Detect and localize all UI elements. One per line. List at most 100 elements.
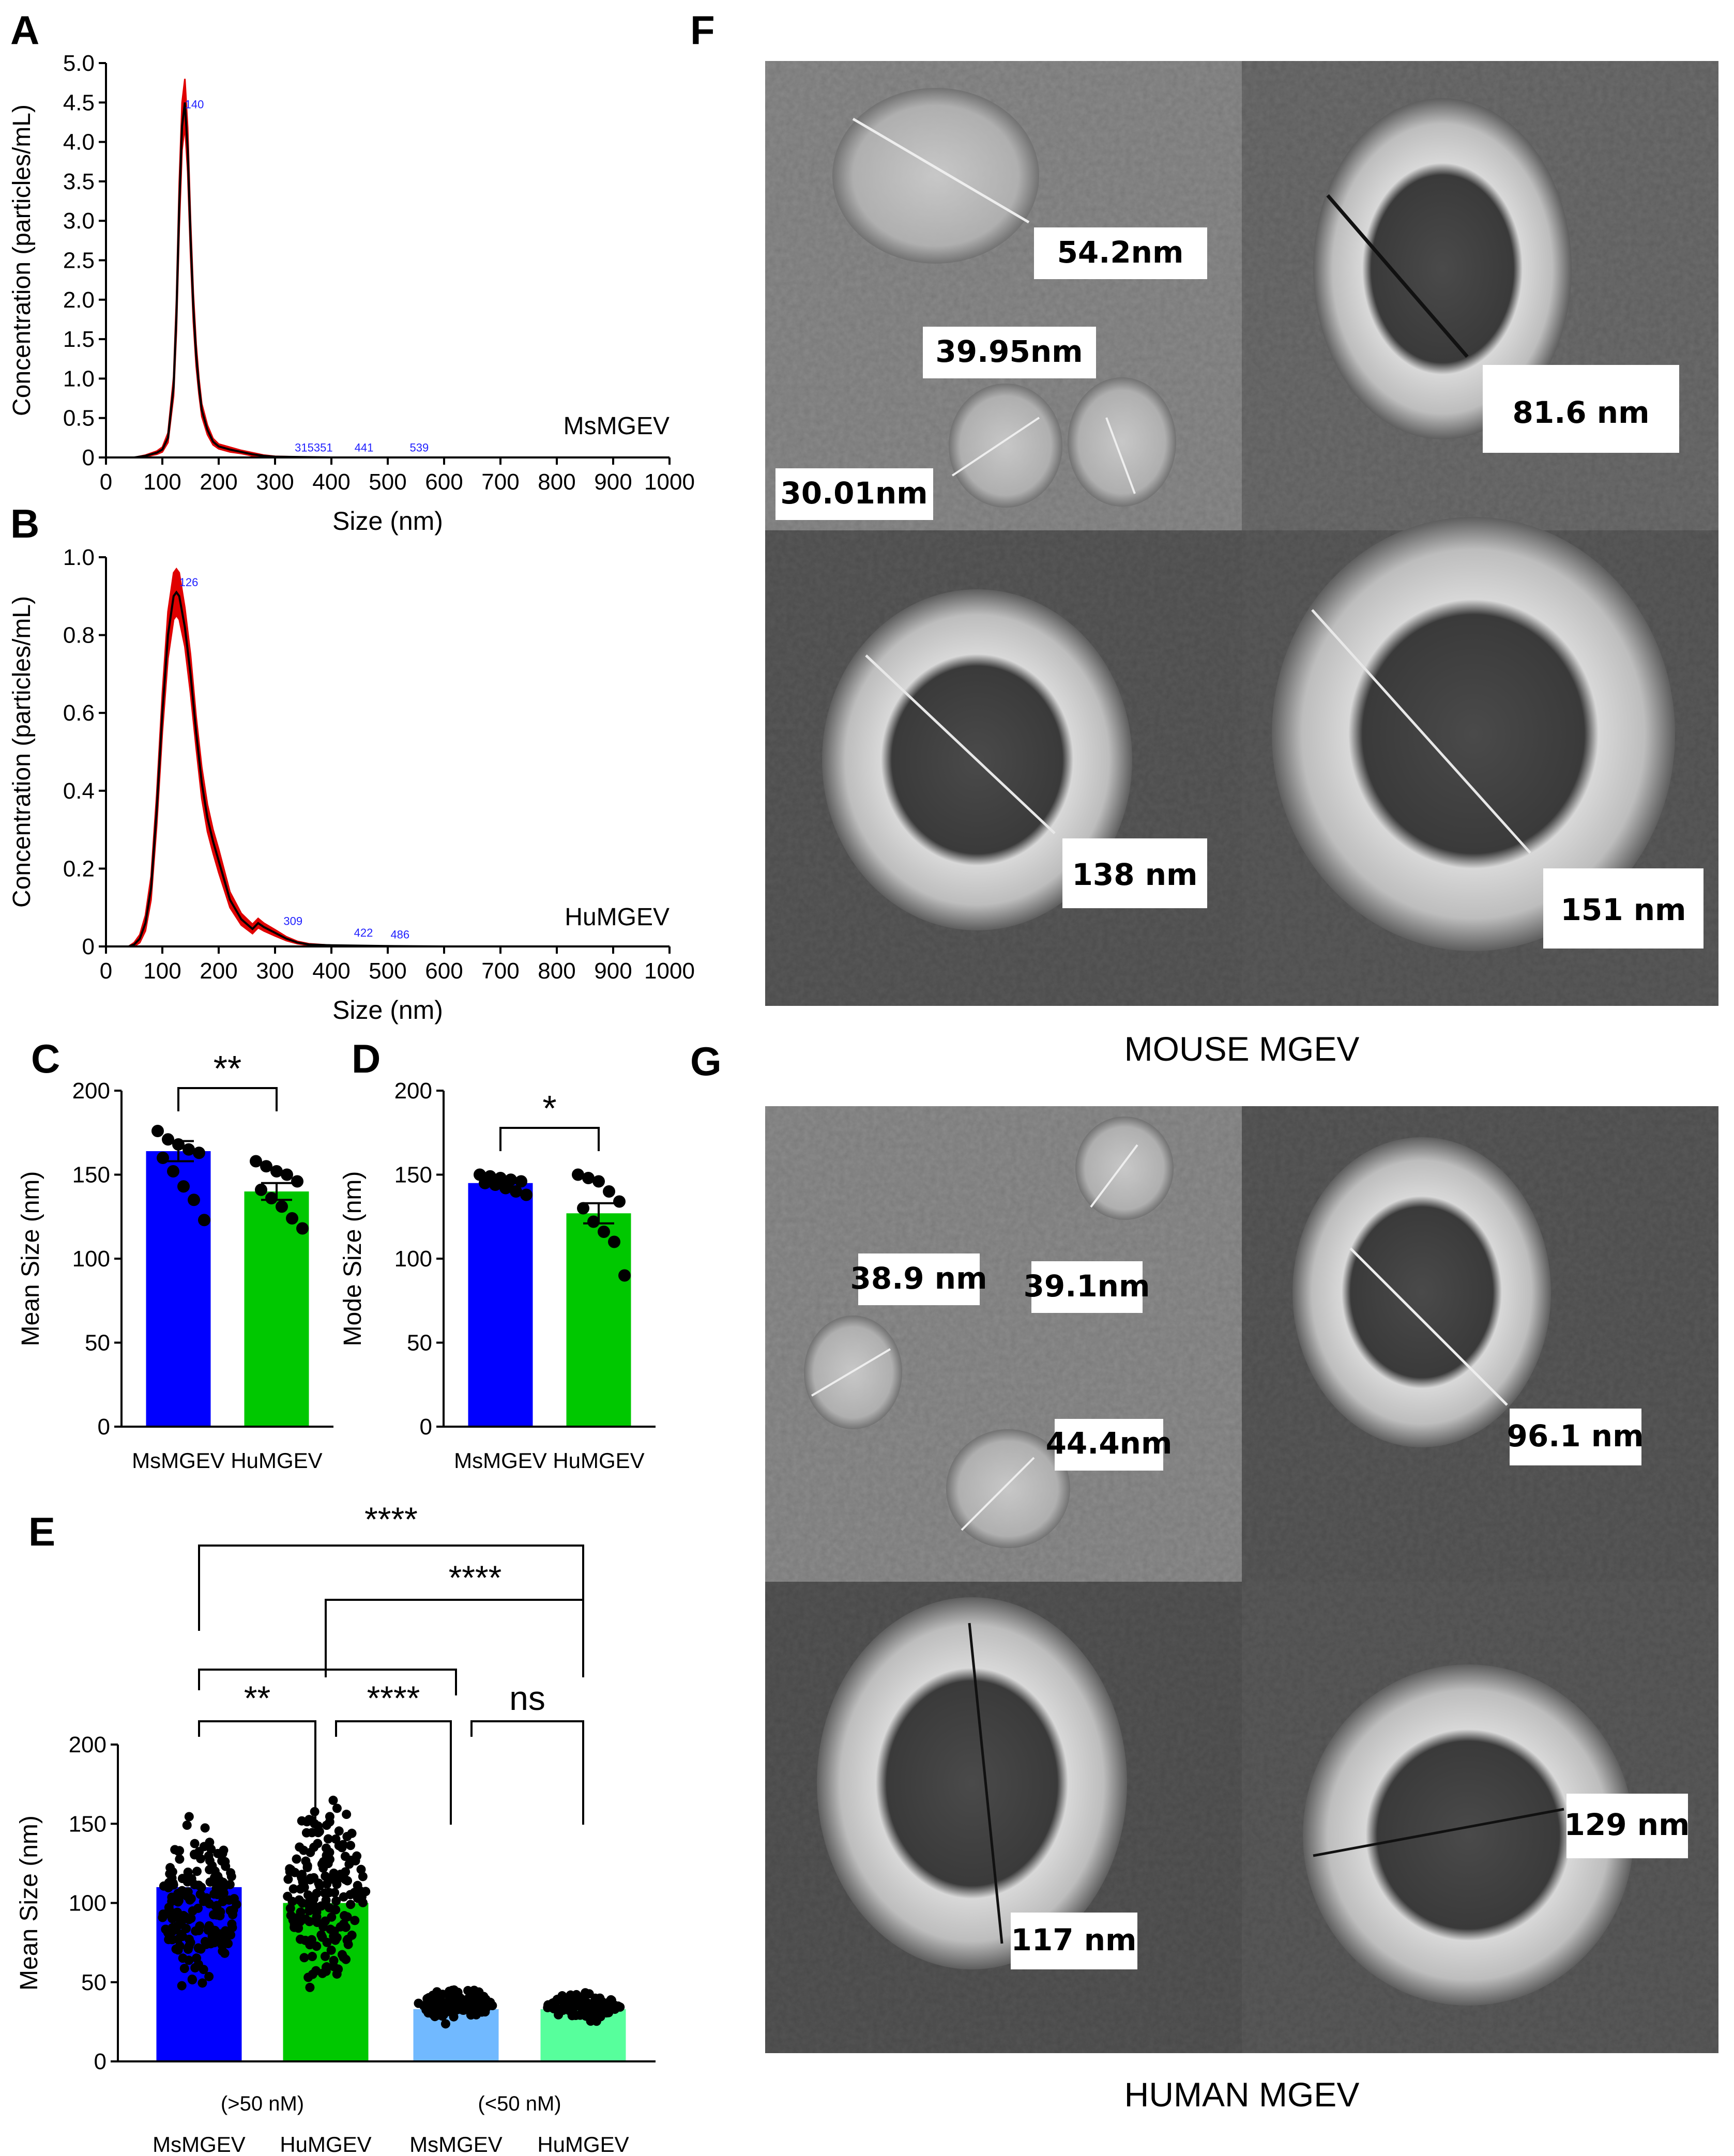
data-point [455, 1997, 465, 2007]
data-point [218, 1848, 227, 1858]
data-point [174, 1846, 184, 1856]
data-point [332, 1803, 342, 1813]
peak-label: 315351 [295, 441, 332, 454]
vesicle [804, 1316, 902, 1429]
measurement-label: 129 nm [1564, 1807, 1690, 1842]
y-tick-label: 0 [420, 1414, 432, 1440]
y-tick-label: 0.5 [63, 406, 95, 431]
data-point [283, 1874, 293, 1884]
vesicle [1292, 1137, 1551, 1447]
data-point [313, 1839, 323, 1848]
y-tick-label: 4.5 [63, 90, 95, 115]
data-point [190, 1839, 200, 1848]
data-point [219, 1882, 229, 1891]
data-point [499, 1182, 512, 1195]
data-point [452, 2005, 462, 2014]
data-point [610, 2005, 620, 2014]
data-point [226, 1872, 236, 1882]
data-point [287, 1897, 297, 1906]
vesicle [832, 88, 1039, 264]
x-tick-label: 200 [200, 469, 237, 495]
panel-letter-a: A [10, 7, 39, 53]
data-point [308, 1969, 317, 1979]
data-point [584, 1989, 594, 1999]
data-point [326, 1945, 336, 1955]
data-point [305, 1982, 315, 1992]
x-tick-label: 400 [312, 958, 350, 984]
peak-label: 140 [185, 98, 204, 111]
bar [146, 1151, 211, 1427]
data-point [300, 1935, 310, 1945]
chart-c-mean-size: MsMGEV HuMGEV 0 50 100 150 200 Mean Size (nm) ** [17, 1048, 333, 1473]
data-point [162, 1133, 174, 1146]
data-point [520, 1188, 533, 1201]
data-point [440, 2019, 450, 2029]
data-point [321, 1871, 330, 1881]
data-point [192, 1867, 202, 1876]
data-point [229, 1905, 238, 1915]
data-point [299, 1953, 309, 1963]
chart-b-size-distribution: 0 100 200 300 400 500 600 700 800 900 1000 0 0.2 0.4 0… [8, 545, 695, 1025]
measurement-label: 117 nm [1011, 1922, 1137, 1958]
data-point [346, 1841, 356, 1851]
data-point [198, 1214, 210, 1227]
chart-d-mode-size: MsMGEV HuMGEV 0 50 100 150 200 Mode Size (nm) * [339, 1078, 656, 1473]
mouse-caption: MOUSE MGEV [1124, 1030, 1360, 1068]
data-point [342, 1912, 352, 1922]
data-point [323, 1851, 332, 1860]
data-point [179, 1910, 189, 1920]
data-point [571, 1991, 581, 2001]
data-point [313, 1828, 323, 1838]
data-point [308, 1952, 317, 1962]
data-point [202, 1893, 211, 1903]
data-point [432, 2010, 442, 2020]
data-point [227, 1923, 237, 1933]
x-tick-label: 500 [369, 958, 406, 984]
data-point [299, 1845, 309, 1855]
x-tick-label: 700 [481, 469, 519, 495]
y-tick-label: 0 [82, 934, 95, 959]
data-point [336, 1922, 345, 1932]
data-point [178, 1889, 188, 1899]
data-point [186, 1893, 196, 1903]
data-point [325, 1812, 334, 1822]
measurement-label: 30.01nm [780, 476, 927, 511]
human-caption: HUMAN MGEV [1124, 2075, 1360, 2114]
data-point [305, 1917, 314, 1926]
data-point [190, 1850, 200, 1860]
data-point [285, 1864, 295, 1874]
peak-label: 126 [179, 576, 199, 589]
vesicle [949, 384, 1062, 508]
data-point [191, 1926, 201, 1936]
data-point [184, 1812, 194, 1822]
data-point [337, 1950, 347, 1960]
y-tick-label: 2.0 [63, 287, 95, 313]
x-tick-label: 500 [369, 469, 406, 495]
data-point [206, 1844, 216, 1854]
data-point [207, 1861, 217, 1871]
significance-label: * [542, 1088, 556, 1128]
y-tick-label: 1.5 [63, 327, 95, 352]
y-axis-label: Concentration (particles/mL) [8, 104, 36, 416]
data-point [306, 1873, 315, 1883]
data-point [298, 1898, 308, 1908]
panel-letter-g: G [690, 1038, 722, 1084]
data-point [358, 1898, 368, 1907]
data-point [358, 1872, 368, 1882]
data-point [193, 1960, 203, 1969]
y-tick-label: 150 [72, 1163, 110, 1188]
vesicle [946, 1429, 1070, 1548]
data-point [339, 1892, 348, 1902]
data-point [194, 1944, 204, 1953]
data-point [332, 1969, 342, 1979]
data-point [188, 1906, 197, 1916]
data-point [204, 1971, 214, 1981]
data-point [182, 1143, 195, 1156]
bar [468, 1183, 533, 1427]
data-point [598, 1226, 610, 1238]
data-point [321, 1843, 331, 1853]
data-point [347, 1828, 357, 1838]
micrograph-panel-mouse: 54.2nm 39.95nm 30.01nm 81.6 nm 138 nm 15… [765, 61, 1718, 1068]
data-point [218, 1897, 227, 1906]
